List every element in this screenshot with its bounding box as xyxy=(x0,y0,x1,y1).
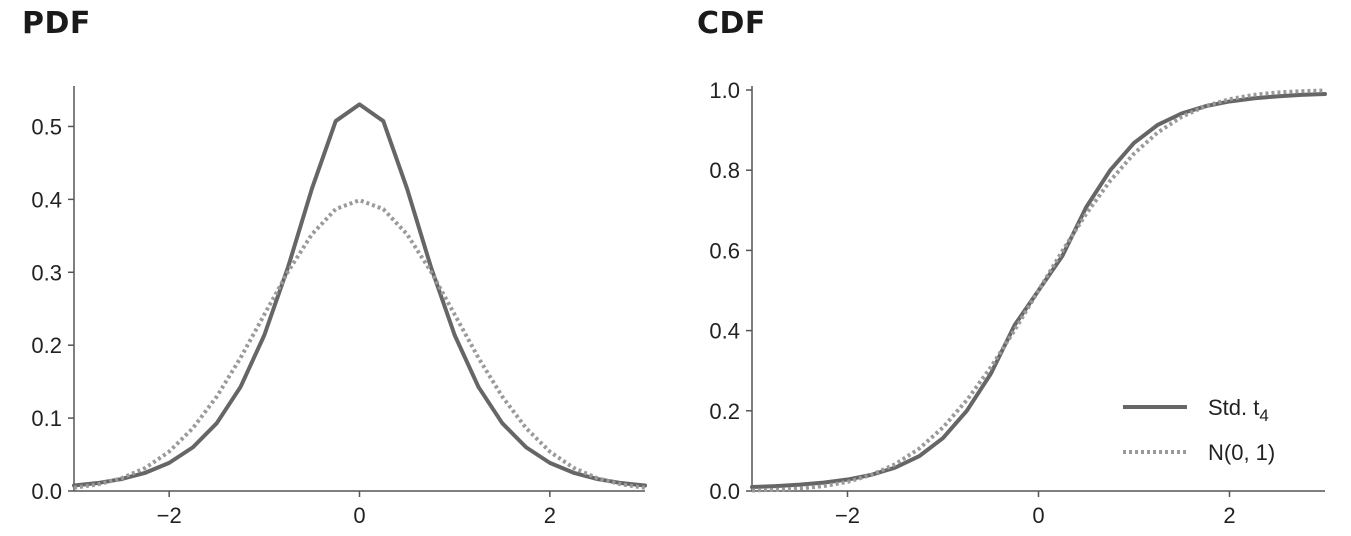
pdf-title: PDF xyxy=(22,6,91,41)
cdf-title: CDF xyxy=(697,6,766,41)
legend: Std. t4 N(0, 1) xyxy=(1123,395,1275,465)
y-tick-label: 0.0 xyxy=(709,479,740,504)
t4-series-line xyxy=(72,102,647,488)
legend-label-text: Std. t xyxy=(1208,395,1259,420)
normal-series-line xyxy=(751,88,1326,493)
legend-label: Std. t4 xyxy=(1208,395,1269,425)
x-tick-label: 2 xyxy=(544,503,556,528)
cdf-panel: 0.0 0.2 0.4 0.6 0.8 1.0 −2 0 2 Std. t4 N(0, 1) xyxy=(709,78,1327,528)
y-tick-label: 0.4 xyxy=(31,187,62,212)
y-tick-label: 0.5 xyxy=(31,114,62,139)
legend-label: N(0, 1) xyxy=(1208,440,1275,465)
y-tick-label: 1.0 xyxy=(709,78,740,103)
pdf-panel: 0.0 0.1 0.2 0.3 0.4 0.5 −2 0 2 xyxy=(31,86,647,528)
normal-series-line xyxy=(73,198,646,490)
y-tick-label: 0.8 xyxy=(709,158,740,183)
y-tick-label: 0.2 xyxy=(31,333,62,358)
x-tick-label: 0 xyxy=(1032,503,1044,528)
x-tick-label: 2 xyxy=(1223,503,1235,528)
y-tick-label: 0.3 xyxy=(31,260,62,285)
y-tick-label: 0.1 xyxy=(31,406,62,431)
y-tick-label: 0.0 xyxy=(31,479,62,504)
legend-label-subscript: 4 xyxy=(1259,406,1268,425)
y-tick-label: 0.2 xyxy=(709,399,740,424)
y-tick-label: 0.4 xyxy=(709,319,740,344)
x-tick-label: −2 xyxy=(157,503,182,528)
y-tick-label: 0.6 xyxy=(709,238,740,263)
legend-label-text: N(0, 1) xyxy=(1208,440,1275,465)
x-tick-label: 0 xyxy=(353,503,365,528)
x-tick-label: −2 xyxy=(835,503,860,528)
